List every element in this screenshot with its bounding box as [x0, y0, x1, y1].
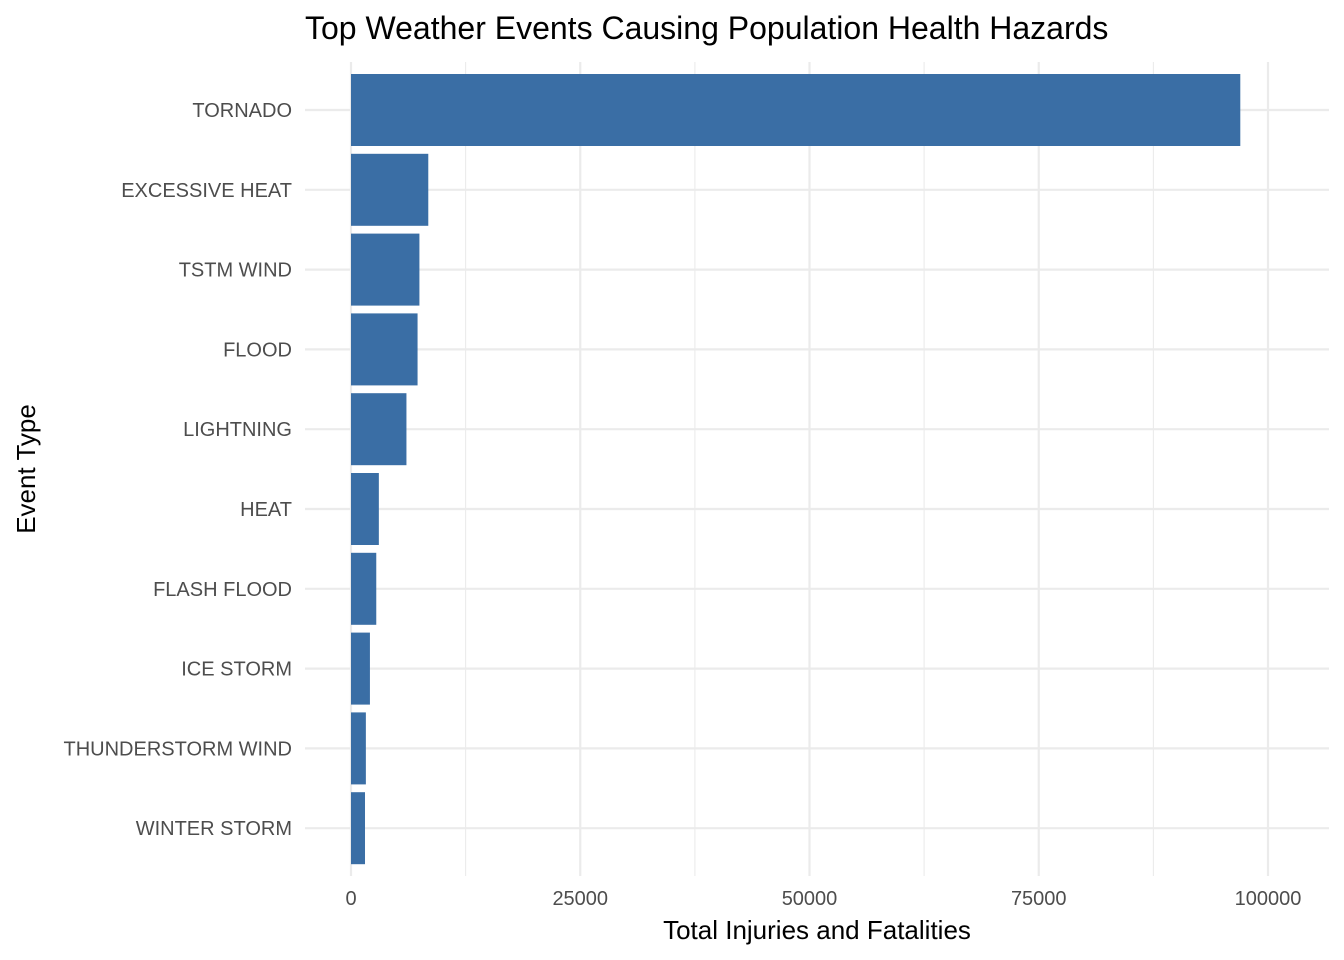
- x-axis-title: Total Injuries and Fatalities: [663, 915, 971, 945]
- y-axis-title: Event Type: [11, 404, 41, 534]
- bars: [351, 74, 1241, 865]
- y-tick-label: ICE STORM: [181, 659, 292, 681]
- y-tick-label: THUNDERSTORM WIND: [63, 738, 292, 760]
- x-tick-label: 25000: [552, 888, 608, 910]
- bar: [351, 313, 418, 386]
- bar: [351, 74, 1241, 146]
- bar: [351, 792, 366, 865]
- bar: [351, 393, 407, 466]
- y-tick-label: TSTM WIND: [179, 260, 292, 282]
- x-tick-label: 100000: [1235, 888, 1302, 910]
- bar: [351, 712, 366, 785]
- bar: [351, 153, 429, 226]
- x-tick-label: 0: [345, 888, 356, 910]
- x-tick-label: 50000: [782, 888, 838, 910]
- y-tick-label: FLOOD: [223, 339, 292, 361]
- bar: [351, 632, 370, 705]
- chart-title: Top Weather Events Causing Population He…: [305, 10, 1108, 46]
- bar: [351, 473, 379, 545]
- y-tick-label: EXCESSIVE HEAT: [121, 180, 292, 202]
- x-tick-label: 75000: [1011, 888, 1067, 910]
- y-tick-label: LIGHTNING: [183, 419, 292, 441]
- y-tick-label: WINTER STORM: [136, 818, 292, 840]
- grid: [305, 62, 1329, 876]
- bar: [351, 233, 420, 306]
- y-tick-labels: TORNADO EXCESSIVE HEAT TSTM WIND FLOOD LIGHT…: [63, 100, 292, 840]
- y-tick-label: TORNADO: [192, 100, 292, 122]
- bar: [351, 552, 377, 625]
- x-tick-labels: 0 25000 50000 75000 100000: [345, 888, 1301, 910]
- y-tick-label: HEAT: [240, 499, 292, 521]
- y-tick-label: FLASH FLOOD: [153, 579, 292, 601]
